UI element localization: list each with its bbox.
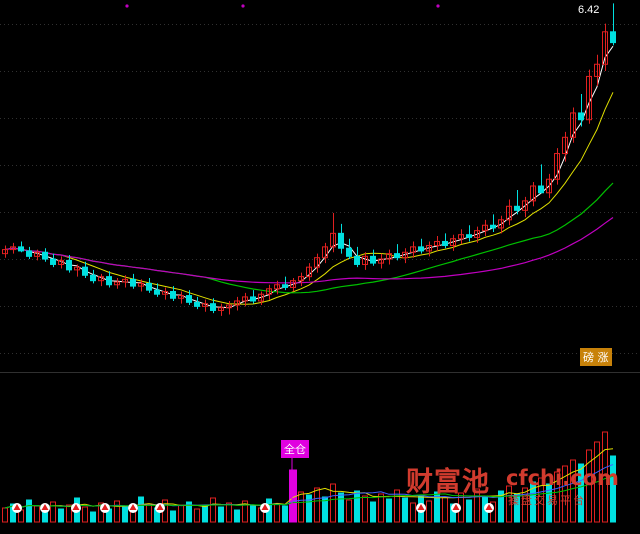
- watermark-tagline: 操盘交易平台: [508, 494, 586, 507]
- watermark-domain: cfchi.com: [506, 466, 619, 490]
- last-price-label: 6.42: [578, 4, 600, 16]
- status-badge: 磅 涨: [580, 348, 612, 366]
- buy-signal-badge: 全仓: [281, 440, 309, 458]
- watermark-brand: 财富池: [406, 467, 490, 498]
